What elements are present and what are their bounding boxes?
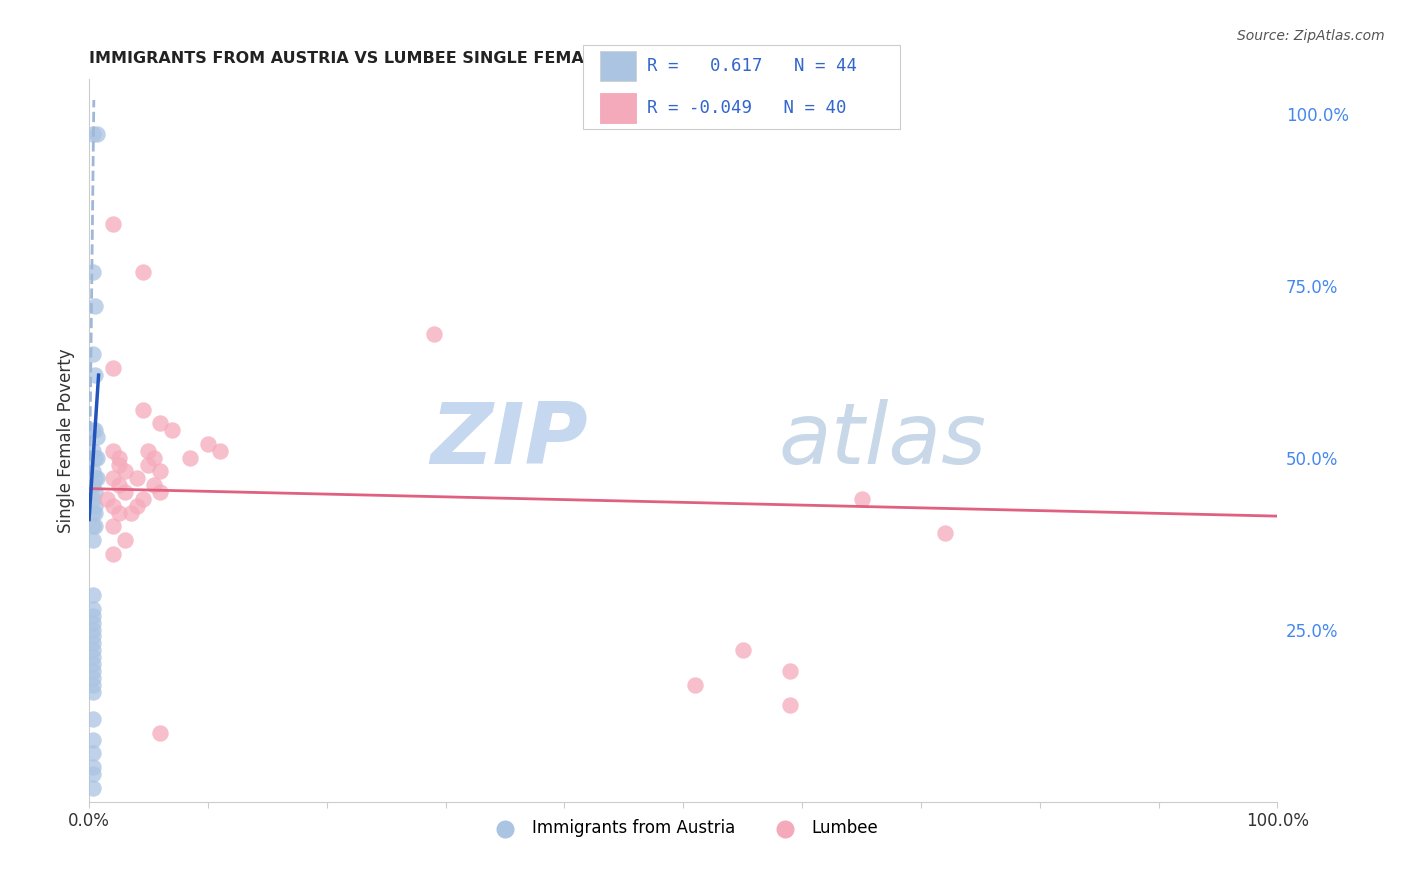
Point [82,588,104,602]
Point [82,712,104,726]
Point [84,450,107,465]
Point [149,464,172,478]
Point [84,368,107,383]
Point [149,726,172,740]
Point [107,450,129,465]
Point [138,443,160,458]
Point [82,671,104,685]
Point [107,478,129,492]
Point [82,615,104,630]
Point [114,464,136,478]
Point [86,128,108,142]
Point [143,478,166,492]
Point [84,423,107,437]
Point [82,678,104,692]
Text: R =   0.617   N = 44: R = 0.617 N = 44 [647,57,856,75]
Point [107,506,129,520]
Point [82,464,104,478]
Point [82,650,104,665]
Text: Source: ZipAtlas.com: Source: ZipAtlas.com [1237,29,1385,43]
Point [934,526,956,541]
Point [208,443,231,458]
Point [101,547,124,561]
Point [101,361,124,376]
Point [82,443,104,458]
Point [138,458,160,472]
Point [149,485,172,500]
Point [82,732,104,747]
Point [779,664,801,678]
Point [779,698,801,713]
Point [82,630,104,644]
Point [82,506,104,520]
Point [82,643,104,657]
Point [114,485,136,500]
Point [422,326,444,341]
Point [125,499,148,513]
Point [125,471,148,485]
Point [84,519,107,533]
Point [82,623,104,637]
Point [82,478,104,492]
Point [82,128,104,142]
Point [131,402,153,417]
Point [101,499,124,513]
Point [82,602,104,616]
Point [851,491,873,506]
Point [120,506,142,520]
Point [82,767,104,781]
Point [82,423,104,437]
Point [82,760,104,774]
Point [101,217,124,231]
Point [82,747,104,761]
Text: atlas: atlas [779,399,987,482]
Point [82,519,104,533]
Point [86,450,108,465]
Point [82,664,104,678]
Text: ZIP: ZIP [430,399,588,482]
Point [731,643,754,657]
Point [162,423,184,437]
Point [197,437,219,451]
Point [84,506,107,520]
Point [96,491,118,506]
Text: IMMIGRANTS FROM AUSTRIA VS LUMBEE SINGLE FEMALE POVERTY CORRELATION CHART: IMMIGRANTS FROM AUSTRIA VS LUMBEE SINGLE… [89,51,890,66]
Point [84,485,107,500]
Point [107,458,129,472]
Point [82,347,104,361]
Point [82,533,104,548]
Point [82,684,104,698]
Point [84,499,107,513]
Text: R = -0.049   N = 40: R = -0.049 N = 40 [647,99,846,117]
Point [149,417,172,431]
Point [101,519,124,533]
Point [131,265,153,279]
Point [131,491,153,506]
Point [82,636,104,650]
Point [86,430,108,444]
Point [82,780,104,795]
Point [82,265,104,279]
Point [179,450,201,465]
Point [114,533,136,548]
Point [84,299,107,313]
Legend: Immigrants from Austria, Lumbee: Immigrants from Austria, Lumbee [482,813,884,844]
Point [82,608,104,623]
Point [683,678,706,692]
Point [101,471,124,485]
Point [86,471,108,485]
Point [82,657,104,671]
Point [143,450,166,465]
Point [82,491,104,506]
Y-axis label: Single Female Poverty: Single Female Poverty [58,348,75,533]
Point [101,443,124,458]
Point [84,471,107,485]
